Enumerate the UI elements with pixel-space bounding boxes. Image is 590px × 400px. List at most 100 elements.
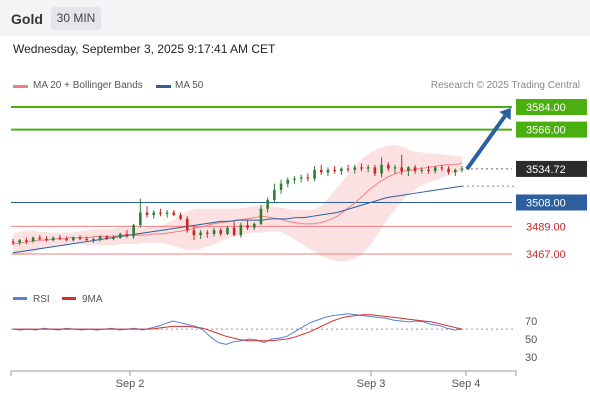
candle-body-15 — [112, 237, 115, 239]
rsi-ma-legend-label: 9MA — [82, 294, 103, 305]
candle-body-19 — [139, 212, 142, 226]
candle-body-25 — [179, 215, 182, 219]
candle-body-11 — [85, 238, 89, 241]
candle-body-43 — [299, 177, 303, 179]
candle-body-45 — [313, 169, 316, 179]
candle-body-9 — [72, 237, 75, 241]
bollinger-legend-label: MA 20 + Bollinger Bands — [33, 80, 143, 91]
candle-body-51 — [353, 167, 357, 170]
candle-body-5 — [45, 238, 48, 241]
candle-body-18 — [132, 225, 135, 237]
candle-body-67 — [460, 168, 464, 170]
candle-body-48 — [333, 169, 336, 172]
candle-body-47 — [326, 169, 330, 173]
timeframe-button[interactable]: 30 MIN — [51, 7, 101, 30]
level-label-4: 3489.00 — [526, 221, 566, 233]
candle-body-39 — [273, 189, 276, 200]
candle-body-27 — [192, 230, 196, 236]
candle-body-21 — [152, 212, 156, 216]
level-label-bg-2 — [516, 160, 587, 177]
candle-body-41 — [286, 179, 290, 184]
candle-body-4 — [38, 237, 42, 239]
candle-body-30 — [212, 230, 216, 234]
candle-body-32 — [226, 227, 229, 234]
rsi-ma-legend-swatch — [62, 297, 76, 300]
candle-body-16 — [118, 233, 122, 238]
candle-body-53 — [366, 167, 370, 169]
rsi-ma-line — [13, 314, 463, 342]
bollinger-legend-swatch — [13, 85, 28, 88]
candle-body-52 — [360, 167, 363, 169]
candle-body-12 — [92, 238, 95, 241]
candle-body-40 — [279, 183, 283, 190]
candle-body-49 — [340, 168, 343, 172]
level-label-bg-3 — [516, 194, 587, 211]
level-label-bg-1 — [516, 121, 587, 138]
candle-body-17 — [125, 233, 129, 237]
candle-body-46 — [319, 169, 323, 173]
candle-body-33 — [232, 227, 236, 236]
rsi-legend-label: RSI — [33, 294, 50, 305]
candle-body-57 — [393, 167, 397, 169]
candle-body-28 — [199, 232, 202, 236]
forecast-arrow-shaft — [465, 114, 507, 171]
candle-body-59 — [407, 167, 410, 172]
candle-body-61 — [420, 169, 424, 172]
candle-body-66 — [453, 169, 457, 173]
candle-body-56 — [386, 164, 390, 169]
candle-body-60 — [413, 167, 417, 172]
candle-body-63 — [433, 167, 437, 172]
candle-body-65 — [447, 168, 450, 173]
candle-body-37 — [259, 208, 263, 224]
candle-body-34 — [239, 225, 243, 236]
candle-body-20 — [145, 212, 149, 216]
x-tick-label-0: Sep 2 — [116, 378, 145, 390]
level-label-5: 3467.00 — [526, 249, 566, 261]
level-label-1: 3566.00 — [526, 125, 566, 137]
candle-body-23 — [165, 212, 169, 214]
level-label-bg-0 — [516, 99, 587, 115]
candle-body-62 — [427, 169, 430, 172]
candle-body-13 — [98, 236, 102, 239]
credit-text: Research © 2025 Trading Central — [430, 80, 580, 91]
candle-body-7 — [58, 237, 62, 239]
level-label-3: 3508.00 — [526, 197, 566, 209]
x-tick-label-2: Sep 4 — [452, 378, 481, 390]
candle-body-44 — [306, 177, 310, 179]
candle-body-3 — [31, 237, 35, 242]
ma50-line — [12, 185, 463, 254]
x-tick-label-1: Sep 3 — [357, 378, 386, 390]
candle-body-36 — [252, 223, 256, 228]
candle-body-42 — [293, 178, 296, 180]
chart-datetime: Wednesday, September 3, 2025 9:17:41 AM … — [13, 42, 276, 56]
candle-body-38 — [266, 199, 269, 209]
candle-body-14 — [105, 236, 109, 239]
rsi-legend-swatch — [13, 297, 27, 300]
candle-body-50 — [346, 168, 350, 170]
bollinger-band-fill — [13, 144, 462, 262]
rsi-tick-label-0: 70 — [525, 316, 537, 328]
candle-body-35 — [246, 225, 249, 228]
ma50-legend-label: MA 50 — [175, 80, 204, 91]
candle-body-54 — [373, 167, 377, 174]
candle-body-64 — [440, 167, 444, 169]
level-label-0: 3584.00 — [526, 102, 566, 114]
rsi-tick-label-2: 30 — [525, 352, 537, 364]
rsi-tick-label-1: 50 — [525, 334, 537, 346]
candle-body-1 — [18, 240, 22, 243]
candle-body-26 — [185, 218, 189, 231]
candle-body-8 — [65, 238, 68, 241]
candle-body-24 — [172, 212, 176, 216]
candle-body-55 — [380, 164, 383, 174]
candle-body-2 — [25, 240, 28, 242]
forecast-arrow-head — [499, 107, 511, 121]
candle-body-6 — [51, 237, 55, 241]
ma50-legend-swatch — [156, 85, 171, 88]
level-label-2: 3534.72 — [526, 164, 566, 176]
candle-body-31 — [219, 230, 223, 234]
candle-body-22 — [159, 212, 162, 214]
candle-body-29 — [206, 232, 209, 234]
candle-body-0 — [11, 241, 15, 243]
candle-body-58 — [400, 167, 403, 172]
